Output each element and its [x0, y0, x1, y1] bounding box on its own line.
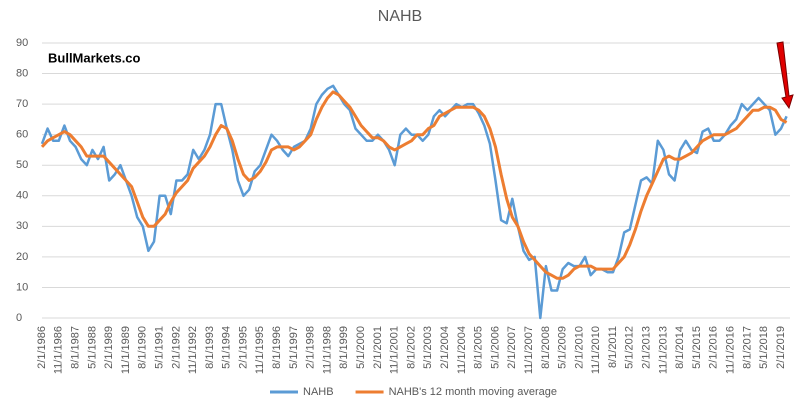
x-tick-label: 8/1/2014 — [674, 326, 686, 369]
x-tick-label: 2/1/1992 — [170, 326, 182, 369]
x-tick-label: 11/1/1986 — [53, 326, 65, 374]
x-tick-label: 5/1/2018 — [758, 326, 770, 369]
x-tick-label: 5/1/2012 — [624, 326, 636, 369]
x-tick-label: 5/1/2015 — [691, 326, 703, 369]
series-line — [40, 90, 788, 280]
x-tick-label: 2/1/1989 — [103, 326, 115, 369]
x-tick-label: 11/1/1989 — [120, 326, 132, 374]
y-tick-label: 20 — [16, 251, 28, 263]
arrow — [776, 41, 794, 110]
y-tick-label: 60 — [16, 129, 28, 141]
x-tick-label: 5/1/2009 — [557, 326, 569, 369]
x-tick-label: 8/1/2011 — [607, 326, 619, 368]
x-tick-label: 11/1/2004 — [456, 326, 468, 374]
x-tick-label: 2/1/2001 — [372, 326, 384, 369]
series-line — [40, 84, 788, 320]
x-tick-label: 5/1/2000 — [355, 326, 367, 369]
x-tick-label: 8/1/2005 — [473, 326, 485, 369]
y-tick-label: 90 — [16, 37, 28, 49]
x-tick-label: 5/1/1988 — [86, 326, 98, 369]
x-tick-label: 11/1/2010 — [590, 326, 602, 374]
y-tick-label: 50 — [16, 159, 28, 171]
x-tick-label: 8/1/1987 — [69, 326, 81, 369]
x-tick-label: 11/1/2013 — [657, 326, 669, 374]
x-tick-label: 5/1/1997 — [288, 326, 300, 369]
x-tick-label: 11/1/2001 — [389, 326, 401, 374]
x-tick-label: 2/1/1986 — [36, 326, 48, 369]
x-tick-label: 11/1/1992 — [187, 326, 199, 374]
chart-title: NAHB — [378, 8, 422, 25]
x-tick-label: 11/1/2007 — [523, 326, 535, 374]
x-tick-label: 5/1/1991 — [153, 326, 165, 369]
y-tick-label: 40 — [16, 190, 28, 202]
x-tick-label: 11/1/2016 — [725, 326, 737, 374]
x-tick-label: 11/1/1998 — [321, 326, 333, 374]
x-tick-label: 5/1/1994 — [221, 326, 233, 369]
x-tick-label: 2/1/2013 — [641, 326, 653, 369]
x-tick-label: 8/1/2008 — [540, 326, 552, 369]
watermark: BullMarkets.co — [48, 50, 141, 65]
x-tick-label: 2/1/2016 — [708, 326, 720, 369]
x-tick-label: 2/1/2010 — [573, 326, 585, 369]
y-tick-label: 0 — [16, 312, 22, 324]
plot: 0 10 20 30 40 50 60 70 80 90 2/1/1986 11/1/1986 8/1/… — [16, 37, 790, 398]
x-tick-label: 8/1/1990 — [137, 326, 149, 369]
x-tick-label: 2/1/2004 — [439, 326, 451, 369]
x-tick-label: 8/1/1999 — [338, 326, 350, 369]
y-tick-label: 30 — [16, 220, 28, 232]
y-tick-label: 10 — [16, 281, 28, 293]
x-tick-label: 8/1/1993 — [204, 326, 216, 369]
x-tick-label: 8/1/2002 — [405, 326, 417, 369]
x-tick-label: 5/1/2003 — [422, 326, 434, 369]
x-tick-label: 8/1/1996 — [271, 326, 283, 369]
legend-label: NAHB — [303, 386, 334, 398]
x-tick-label: 2/1/2007 — [506, 326, 518, 369]
legend-label: NAHB's 12 month moving average — [389, 386, 557, 398]
y-tick-label: 70 — [16, 98, 28, 110]
x-tick-label: 5/1/2006 — [489, 326, 501, 369]
x-tick-label: 8/1/2017 — [741, 326, 753, 369]
x-tick-label: 2/1/1995 — [237, 326, 249, 369]
x-tick-label: 2/1/2019 — [775, 326, 787, 369]
x-tick-label: 11/1/1995 — [254, 326, 266, 374]
x-tick-label: 2/1/1998 — [305, 326, 317, 369]
y-tick-label: 80 — [16, 67, 28, 79]
